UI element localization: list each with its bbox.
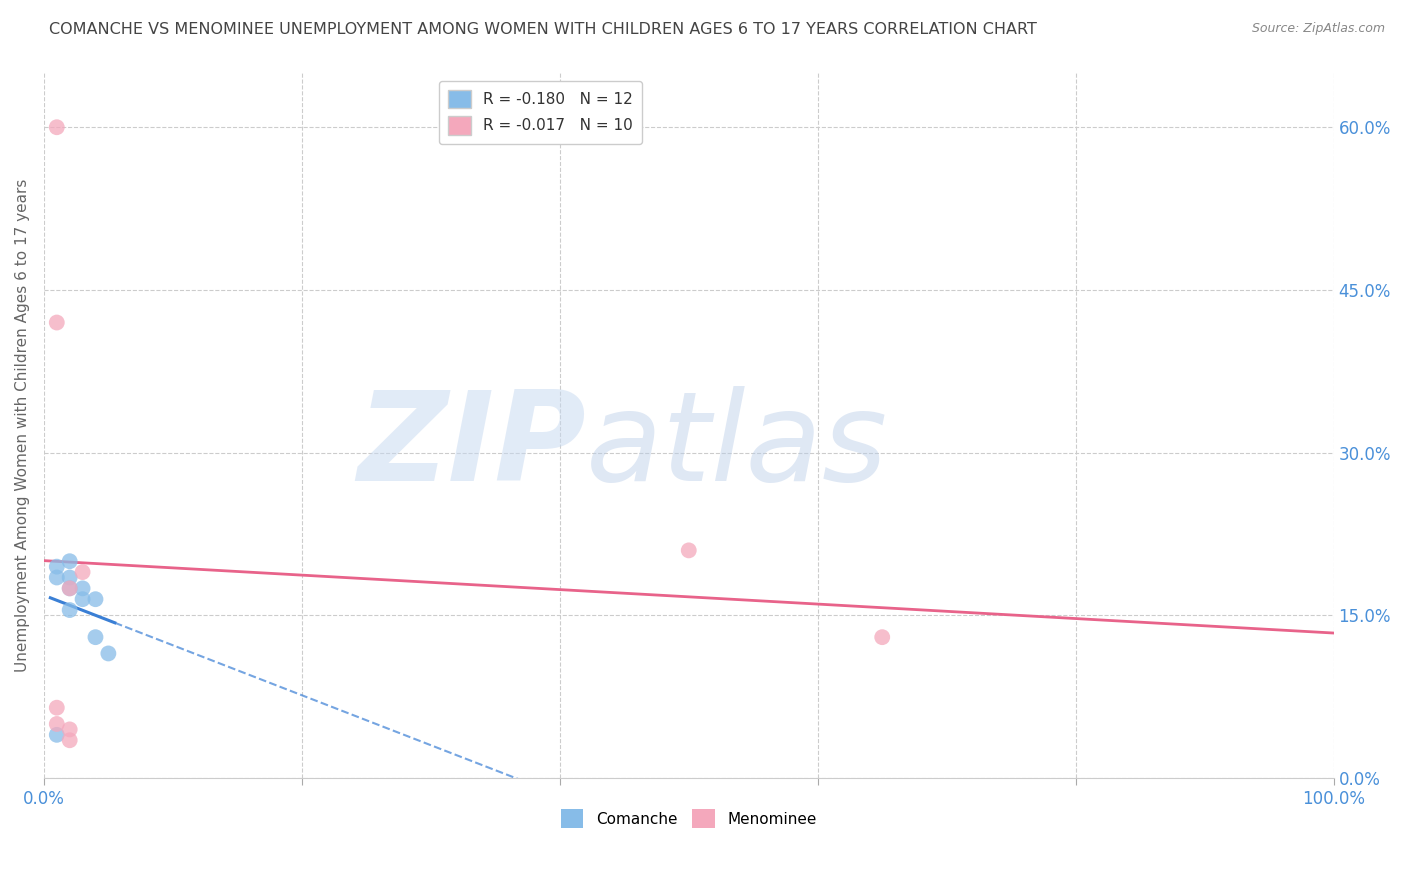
Point [59,582,82,596]
Point [84,592,107,607]
Point [45,570,67,584]
Y-axis label: Unemployment Among Women with Children Ages 6 to 17 years: Unemployment Among Women with Children A… [15,179,30,673]
Point [59,554,82,568]
Point [59,723,82,737]
Point [59,570,82,584]
Text: atlas: atlas [585,386,887,508]
Point [45,728,67,742]
Text: ZIP: ZIP [357,386,585,508]
Point [59,733,82,747]
Point [45,559,67,574]
Legend: Comanche, Menominee: Comanche, Menominee [554,803,823,834]
Point [678,543,700,558]
Point [59,582,82,596]
Point [45,316,67,330]
Point [45,700,67,714]
Point [45,120,67,135]
Point [870,630,893,644]
Point [84,630,107,644]
Text: Source: ZipAtlas.com: Source: ZipAtlas.com [1251,22,1385,36]
Point [72,565,94,579]
Text: COMANCHE VS MENOMINEE UNEMPLOYMENT AMONG WOMEN WITH CHILDREN AGES 6 TO 17 YEARS : COMANCHE VS MENOMINEE UNEMPLOYMENT AMONG… [49,22,1038,37]
Point [72,592,94,607]
Point [45,717,67,731]
Point [97,647,120,661]
Point [59,603,82,617]
Point [72,582,94,596]
